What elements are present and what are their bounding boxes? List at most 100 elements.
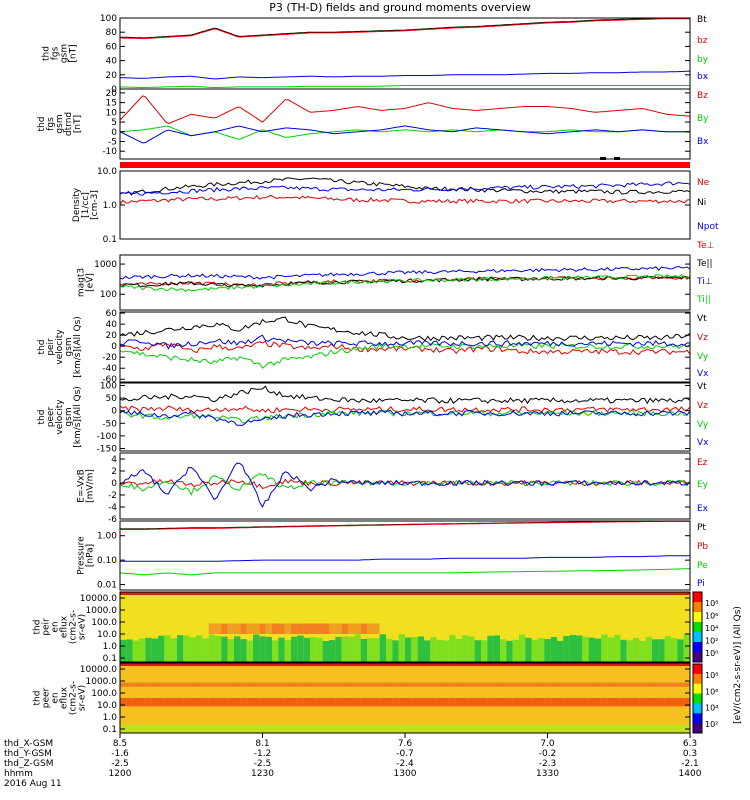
spectrogram-peak-band [430, 698, 438, 707]
spectrogram-low-band [671, 724, 678, 733]
spectrogram-low-band [544, 724, 552, 733]
spectrogram-mid-band [658, 682, 666, 687]
spectrogram-top-band [120, 663, 690, 666]
spectrogram-low-band [500, 639, 507, 662]
spectrogram-mid-band [424, 682, 431, 687]
spectrogram-low-band [550, 636, 558, 662]
spectrogram-mid-band [379, 682, 387, 687]
legend-Ti: Ti|| [696, 295, 711, 305]
y-axis-label-line: en [51, 692, 61, 703]
colorbar-tick-label: 10⁶ [705, 612, 718, 621]
y-tick-label: 100 [100, 382, 117, 392]
spectrogram-top-band [120, 592, 690, 595]
series-Npot-line [119, 181, 691, 196]
ephemeris-row-label: hhmm [4, 769, 33, 779]
spectrogram-low-band [531, 724, 539, 733]
spectrogram-low-band [449, 724, 457, 733]
y-tick-label: 0 [111, 342, 117, 352]
x-tick-label-y: 0.3 [683, 749, 697, 759]
spectrogram-column [512, 592, 520, 662]
y-axis-label-line: thd [33, 691, 43, 706]
spectrogram-low-band [202, 724, 210, 733]
spectrogram-column [620, 592, 628, 662]
spectrogram-low-band [626, 724, 634, 733]
spectrogram-column [626, 592, 634, 662]
spectrogram-peak-band [221, 623, 229, 634]
y-axis-label-line: velocity [55, 399, 65, 435]
legend-by: by [697, 55, 709, 65]
series-Ez-line [119, 478, 691, 489]
colorbar-swatch [693, 664, 702, 675]
time-axis: 8.5-1.6-2.512008.1-1.2-2.512307.6-0.7-2.… [4, 733, 702, 789]
spectrogram-low-band [151, 638, 159, 662]
spectrogram-mid-band [500, 682, 507, 687]
y-axis-label-line: [mV/m] [86, 469, 96, 503]
x-tick-label-x: 7.6 [398, 739, 413, 749]
spectrogram-peak-band [246, 623, 254, 634]
y-axis-label-line: peir [42, 618, 52, 636]
spectrogram-low-band [525, 637, 533, 662]
colorbar-swatch [693, 622, 702, 633]
y-tick-label: 100 [100, 290, 117, 300]
legend-Bz: Bz [697, 91, 708, 101]
y-tick-label: 50 [106, 394, 118, 404]
spectrogram-mid-band [189, 682, 197, 687]
spectrogram-peak-band [234, 623, 241, 634]
spectrogram-mid-band [626, 682, 634, 687]
spectrogram-peak-band [202, 698, 210, 707]
panel-6: Vt Vz Vy Vx -150 -100 -50 0 50 100 thdpeervelocity… [37, 382, 709, 455]
spectrogram-peak-band [360, 698, 368, 707]
spectrogram-low-band [139, 638, 146, 662]
spectrogram-low-band [310, 724, 317, 733]
legend-Vx: Vx [697, 369, 709, 379]
spectrogram-column [664, 592, 672, 662]
spectrogram-peak-band [151, 698, 159, 707]
x-tick-label-t: 1200 [109, 769, 132, 779]
spectrogram-peak-band [493, 698, 501, 707]
spectrogram-column [474, 592, 482, 662]
spectrogram-peak-band [196, 698, 203, 707]
spectrogram-peak-band [367, 623, 374, 634]
colorbar: 10⁸ 10⁶ 10⁴ 10² 10⁰ 10⁸ 10⁶ 10⁴ 10² [eV/(cm2-s-sr… [692, 591, 743, 734]
spectrogram-low-band [683, 634, 691, 662]
y-tick-label: 0.1 [103, 654, 117, 664]
spectrogram-column [424, 592, 431, 662]
series-Ti-line [119, 265, 691, 280]
colorbar-swatch [693, 602, 702, 613]
spectrogram-peak-band [310, 698, 317, 707]
data-quality-mark [600, 157, 606, 160]
spectrogram-peak-band [538, 698, 545, 707]
spectrogram-peak-band [310, 623, 317, 634]
spectrogram-low-band [183, 724, 191, 733]
spectrogram-low-band [208, 724, 216, 733]
y-axis-label: thdfgsgsm[nT] [42, 44, 79, 63]
spectrogram-column [506, 592, 514, 662]
legend-Ez: Ez [697, 458, 708, 468]
panel-1: Bt bz by bx 0 20 40 60 80 100 thdfgsgsm[nT] [42, 14, 709, 95]
spectrogram-mid-band [430, 682, 438, 687]
spectrogram-low-band [569, 724, 577, 733]
y-tick-label: 4 [111, 455, 117, 465]
colorbar-tick-label: 10⁸ [705, 671, 718, 680]
spectrogram-peak-band [424, 698, 431, 707]
spectrogram-low-band [474, 640, 482, 662]
spectrogram-low-band [620, 639, 628, 662]
spectrogram-low-band [354, 634, 362, 662]
spectrogram-peak-band [348, 623, 355, 634]
y-axis-label-line: magt3 [77, 268, 87, 297]
y-tick-label: 60 [106, 42, 118, 52]
x-tick-label-y: -0.2 [539, 749, 557, 759]
spectrogram-mid-band [354, 682, 362, 687]
spectrogram-mid-band [398, 682, 406, 687]
y-tick-label: -2 [108, 491, 117, 501]
spectrogram-low-band [576, 724, 583, 733]
series-Ey-line [119, 473, 691, 496]
colorbar-label: [eV/(cm2-s-sr-eV)] (All Qs) [733, 606, 743, 724]
spectrogram-low-band [253, 724, 260, 733]
spectrogram-mid-band [474, 682, 482, 687]
spectrogram-peak-band [506, 698, 514, 707]
spectrogram-mid-band [253, 682, 260, 687]
spectrogram-column [132, 592, 140, 662]
spectrogram-low-band [620, 724, 628, 733]
